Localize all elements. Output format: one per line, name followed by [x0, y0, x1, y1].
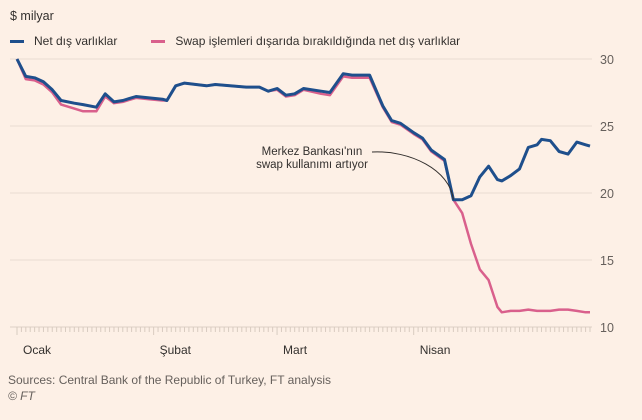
- legend-label-net: Net dış varlıklar: [34, 34, 118, 48]
- unit-label: $ milyar: [10, 9, 54, 23]
- series-line-swap-excluded: [15, 58, 590, 314]
- annotation-text-line-1: swap kullanımı artıyor: [256, 159, 368, 171]
- gridlines: [10, 58, 592, 328]
- annotation-text-line-0: Merkez Bankası'nın: [262, 146, 363, 158]
- y-tick-label-25: 25: [600, 120, 614, 134]
- legend-label-swap-excluded: Swap işlemleri dışarıda bırakıldığında n…: [175, 34, 461, 48]
- legend-swatch-swap-excluded: [151, 39, 166, 43]
- y-axis-ticks: 30 25 20 15 10: [600, 53, 614, 335]
- x-tick-label-3: Nisan: [420, 343, 451, 357]
- x-tick-label-1: Şubat: [160, 343, 192, 357]
- series-line-net: [15, 58, 591, 202]
- source-note: Sources: Central Bank of the Republic of…: [8, 373, 332, 387]
- y-tick-label-10: 10: [600, 321, 614, 335]
- legend-item-swap-excluded: Swap işlemleri dışarıda bırakıldığında n…: [151, 34, 460, 48]
- x-tick-label-2: Mart: [283, 343, 308, 357]
- x-tick-label-0: Ocak: [23, 343, 52, 357]
- y-tick-label-15: 15: [600, 254, 614, 268]
- y-tick-label-20: 20: [600, 187, 614, 201]
- legend: Net dış varlıklar Swap işlemleri dışarıd…: [10, 34, 494, 48]
- copyright: © FT: [8, 389, 35, 403]
- series-lines: [15, 58, 591, 314]
- annotation-leader-line: [371, 151, 454, 200]
- y-tick-label-30: 30: [600, 53, 614, 67]
- legend-swatch-net: [10, 39, 24, 43]
- legend-item-net: Net dış varlıklar: [10, 34, 117, 48]
- x-axis: Ocak Şubat Mart Nisan: [10, 326, 592, 357]
